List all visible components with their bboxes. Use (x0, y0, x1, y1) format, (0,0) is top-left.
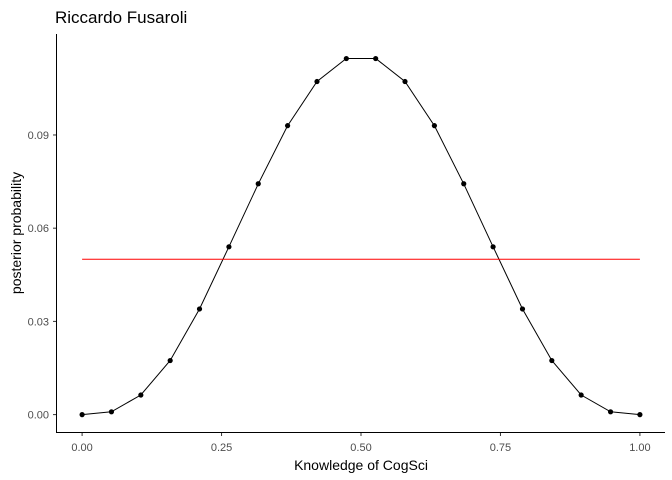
y-tick-label: 0.06 (28, 223, 49, 235)
data-point (519, 306, 526, 312)
data-point (373, 55, 379, 62)
data-point (490, 244, 496, 250)
data-point (402, 78, 408, 85)
data-point (343, 55, 349, 62)
x-tick-label: 0.75 (490, 442, 511, 454)
y-tick-label: 0.03 (28, 316, 49, 328)
y-axis-ticks: 0.00 0.03 0.06 0.09 (28, 130, 56, 422)
data-point (578, 392, 584, 398)
x-tick-label: 1.00 (629, 442, 650, 454)
data-point (461, 181, 467, 187)
x-tick-label: 0.50 (350, 442, 371, 454)
data-point (637, 412, 643, 418)
data-point (607, 409, 614, 415)
data-point (138, 392, 144, 398)
data-point (284, 123, 291, 129)
y-axis-title: posterior probability (8, 172, 24, 294)
data-point (431, 123, 438, 129)
y-tick-label: 0.09 (28, 130, 49, 142)
data-point (167, 357, 173, 364)
data-point (79, 412, 85, 418)
data-point (108, 409, 115, 415)
y-tick-label: 0.00 (28, 410, 49, 422)
x-axis-title: Knowledge of CogSci (294, 457, 428, 473)
x-axis-ticks: 0.00 0.25 0.50 0.75 1.00 (71, 433, 651, 454)
chart-title: Riccardo Fusaroli (55, 8, 187, 27)
data-point (314, 78, 320, 85)
data-point (549, 357, 555, 364)
data-point (255, 181, 261, 187)
data-point (196, 306, 203, 312)
x-tick-label: 0.25 (211, 442, 232, 454)
data-point (226, 244, 232, 250)
series-line (82, 58, 640, 416)
x-tick-label: 0.00 (71, 442, 92, 454)
plot-area (79, 55, 643, 418)
